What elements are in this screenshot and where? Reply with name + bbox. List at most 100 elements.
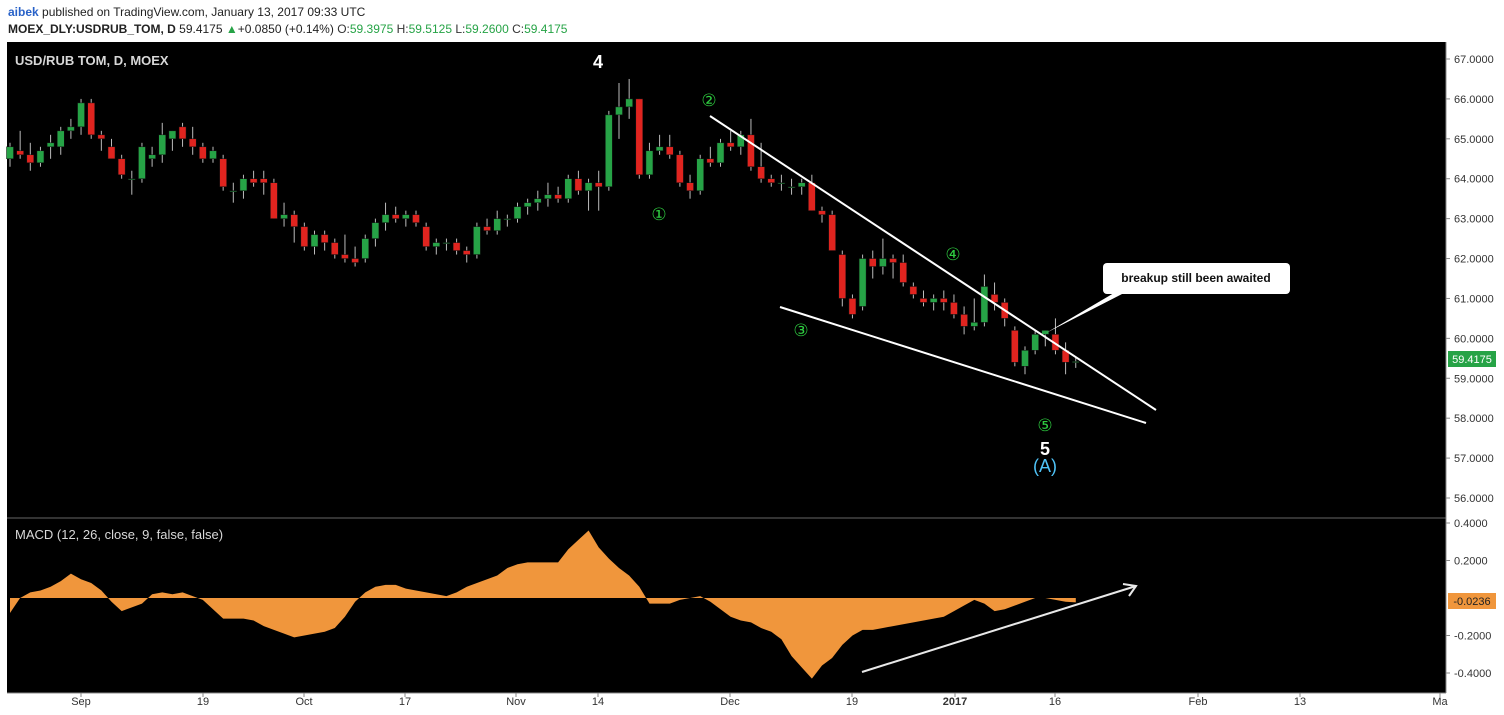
candle xyxy=(361,234,369,263)
candle-body xyxy=(331,242,339,255)
candle xyxy=(483,218,491,235)
symbol-name: MOEX_DLY:USDRUB_TOM, D xyxy=(8,22,176,36)
candle-body xyxy=(57,130,65,148)
high-label: H: xyxy=(396,22,409,36)
annotation-callout[interactable]: breakup still been awaited xyxy=(1046,263,1290,333)
candle-body xyxy=(158,134,166,156)
candle xyxy=(879,238,887,275)
candle-body xyxy=(361,238,369,259)
candle-body xyxy=(270,182,278,219)
candle-body xyxy=(1011,330,1019,363)
candle-body xyxy=(635,98,644,175)
candle xyxy=(320,230,329,251)
macd-tick-label: 0.4000 xyxy=(1454,518,1488,530)
candle-body xyxy=(402,214,410,219)
candle-body xyxy=(747,134,755,168)
candle-body xyxy=(605,114,613,187)
candle-body xyxy=(138,146,146,179)
candle xyxy=(199,142,207,163)
candle-body xyxy=(909,286,918,295)
candle xyxy=(858,254,867,311)
candle xyxy=(239,174,248,199)
price-tick-label: 67.0000 xyxy=(1454,54,1494,66)
macd-histogram xyxy=(10,530,1076,679)
candle-body xyxy=(107,146,116,160)
open-value: 59.3975 xyxy=(349,22,394,36)
last-price-tag: 59.4175 xyxy=(1448,351,1496,367)
candle-body xyxy=(696,158,704,191)
candle-body xyxy=(574,178,583,191)
candle xyxy=(57,126,65,155)
candle-body xyxy=(412,214,420,223)
time-tick-label: Ma xyxy=(1432,696,1448,708)
candle-body xyxy=(178,126,187,140)
candle xyxy=(341,234,349,263)
candle xyxy=(331,238,339,259)
candle-body xyxy=(381,214,390,223)
candle-body xyxy=(757,166,765,179)
candle-body xyxy=(544,194,552,199)
time-tick-label: Dec xyxy=(720,696,740,708)
candle xyxy=(940,290,948,311)
candle-body xyxy=(686,182,694,191)
candle-body xyxy=(879,258,887,267)
wave-5-label: ⑤ xyxy=(1037,416,1052,435)
candle xyxy=(696,154,704,195)
candle xyxy=(219,154,227,191)
candle-body xyxy=(371,222,380,239)
symbol-line: MOEX_DLY:USDRUB_TOM, D 59.4175 ▲+0.0850 … xyxy=(8,22,567,36)
candle xyxy=(209,146,217,163)
candle-body xyxy=(625,98,633,108)
price-tick-label: 64.0000 xyxy=(1454,174,1494,186)
price-tick-label: 65.0000 xyxy=(1454,134,1494,146)
candle-body xyxy=(16,150,24,156)
candle xyxy=(726,130,735,151)
change-up-icon: ▲ xyxy=(225,22,238,36)
time-tick-label: 2017 xyxy=(943,696,967,708)
candle-body xyxy=(554,194,562,199)
candle-body xyxy=(493,218,501,231)
candle xyxy=(625,78,633,119)
price-tick-label: 60.0000 xyxy=(1454,333,1494,345)
candle-body xyxy=(706,158,715,164)
candle xyxy=(605,110,613,191)
candle xyxy=(919,290,928,307)
candle-body xyxy=(473,226,481,255)
candle xyxy=(747,118,755,171)
candle-body xyxy=(320,234,329,243)
time-tick-label: 19 xyxy=(197,696,209,708)
macd-area xyxy=(10,530,1076,679)
price-tick-label: 59.0000 xyxy=(1454,373,1494,385)
candle-body xyxy=(310,234,319,247)
candle-body xyxy=(869,258,877,267)
chart-area[interactable]: 67.0000 66.0000 65.0000 64.0000 63.0000 62.00… xyxy=(0,42,1504,715)
candle-body xyxy=(229,190,238,192)
candle xyxy=(270,178,278,219)
price-tick-label: 57.0000 xyxy=(1454,453,1494,465)
candle xyxy=(554,186,562,203)
last-price: 59.4175 xyxy=(179,22,223,36)
candle-body xyxy=(67,126,75,132)
author-link[interactable]: aibek xyxy=(8,5,39,19)
candle xyxy=(178,122,187,147)
candle xyxy=(452,238,461,255)
candle-body xyxy=(36,150,45,164)
candle-body xyxy=(777,182,786,184)
candle-body xyxy=(726,142,735,148)
time-tick-label: Oct xyxy=(295,696,312,708)
candle xyxy=(584,178,593,211)
candle xyxy=(138,142,146,183)
open-label: O: xyxy=(337,22,350,36)
candle-body xyxy=(249,178,258,183)
candle xyxy=(676,150,684,187)
candle-body xyxy=(300,226,309,247)
candle-body xyxy=(239,178,248,191)
candle xyxy=(310,230,319,255)
candle xyxy=(351,246,359,267)
candle xyxy=(391,206,400,223)
candle xyxy=(706,146,715,167)
candle-body xyxy=(889,258,897,263)
candle xyxy=(899,254,907,287)
candle-body xyxy=(1031,334,1039,351)
time-tick-label: 14 xyxy=(592,696,604,708)
